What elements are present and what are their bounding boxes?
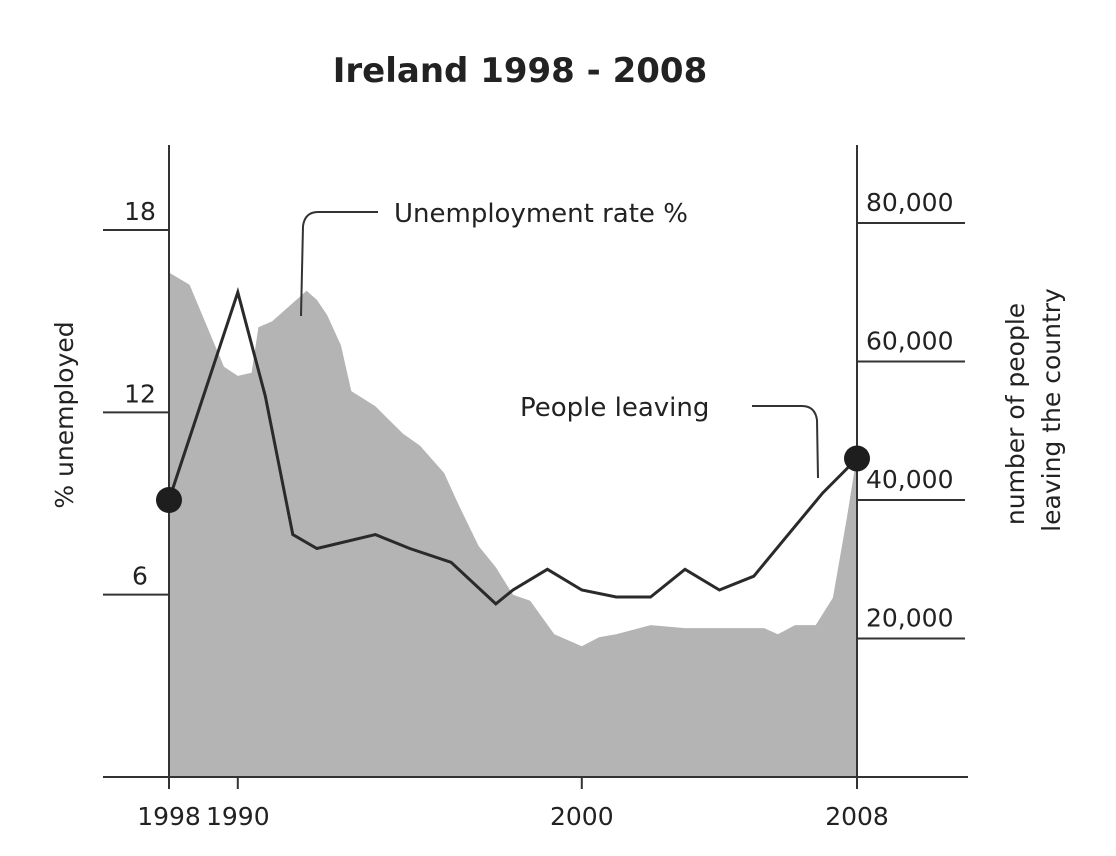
people-leaving-annotation: People leaving [520, 393, 709, 423]
x-tick-label: 1998 [137, 802, 201, 831]
people-leaving-annotation-leader [752, 405, 819, 479]
right-axis-label-line-2: leaving the country [1037, 288, 1066, 532]
right-axis-ticks: 20,000 40,000 60,000 80,000 [857, 188, 965, 640]
right-tick-label: 20,000 [866, 604, 953, 633]
left-axis-label: % unemployed [50, 321, 79, 508]
people-leaving-line [167, 287, 859, 606]
right-tick-label: 40,000 [866, 465, 953, 494]
right-tick-label: 80,000 [866, 188, 953, 217]
people-leaving-end-marker [844, 445, 870, 472]
unemployment-area [169, 272, 857, 777]
x-tick-label: 2008 [825, 802, 889, 831]
unemployment-annotation: Unemployment rate % [394, 199, 688, 229]
left-axis-ticks: 6 12 18 [103, 197, 169, 596]
left-tick-label: 6 [132, 562, 148, 591]
people-leaving-start-marker [156, 487, 182, 513]
right-axis-label: number of people leaving the country [1001, 288, 1066, 532]
right-tick-label: 60,000 [866, 327, 953, 356]
unemployment-annotation-leader [300, 211, 378, 317]
x-axis-ticks: 1998 1990 2000 2008 [137, 777, 889, 831]
left-tick-label: 18 [124, 197, 156, 226]
left-tick-label: 12 [124, 379, 156, 408]
chart-title: Ireland 1998 - 2008 [333, 51, 708, 91]
right-axis-label-line-1: number of people [1001, 303, 1030, 525]
x-tick-label: 1990 [206, 802, 270, 831]
x-tick-label: 2000 [550, 802, 614, 831]
